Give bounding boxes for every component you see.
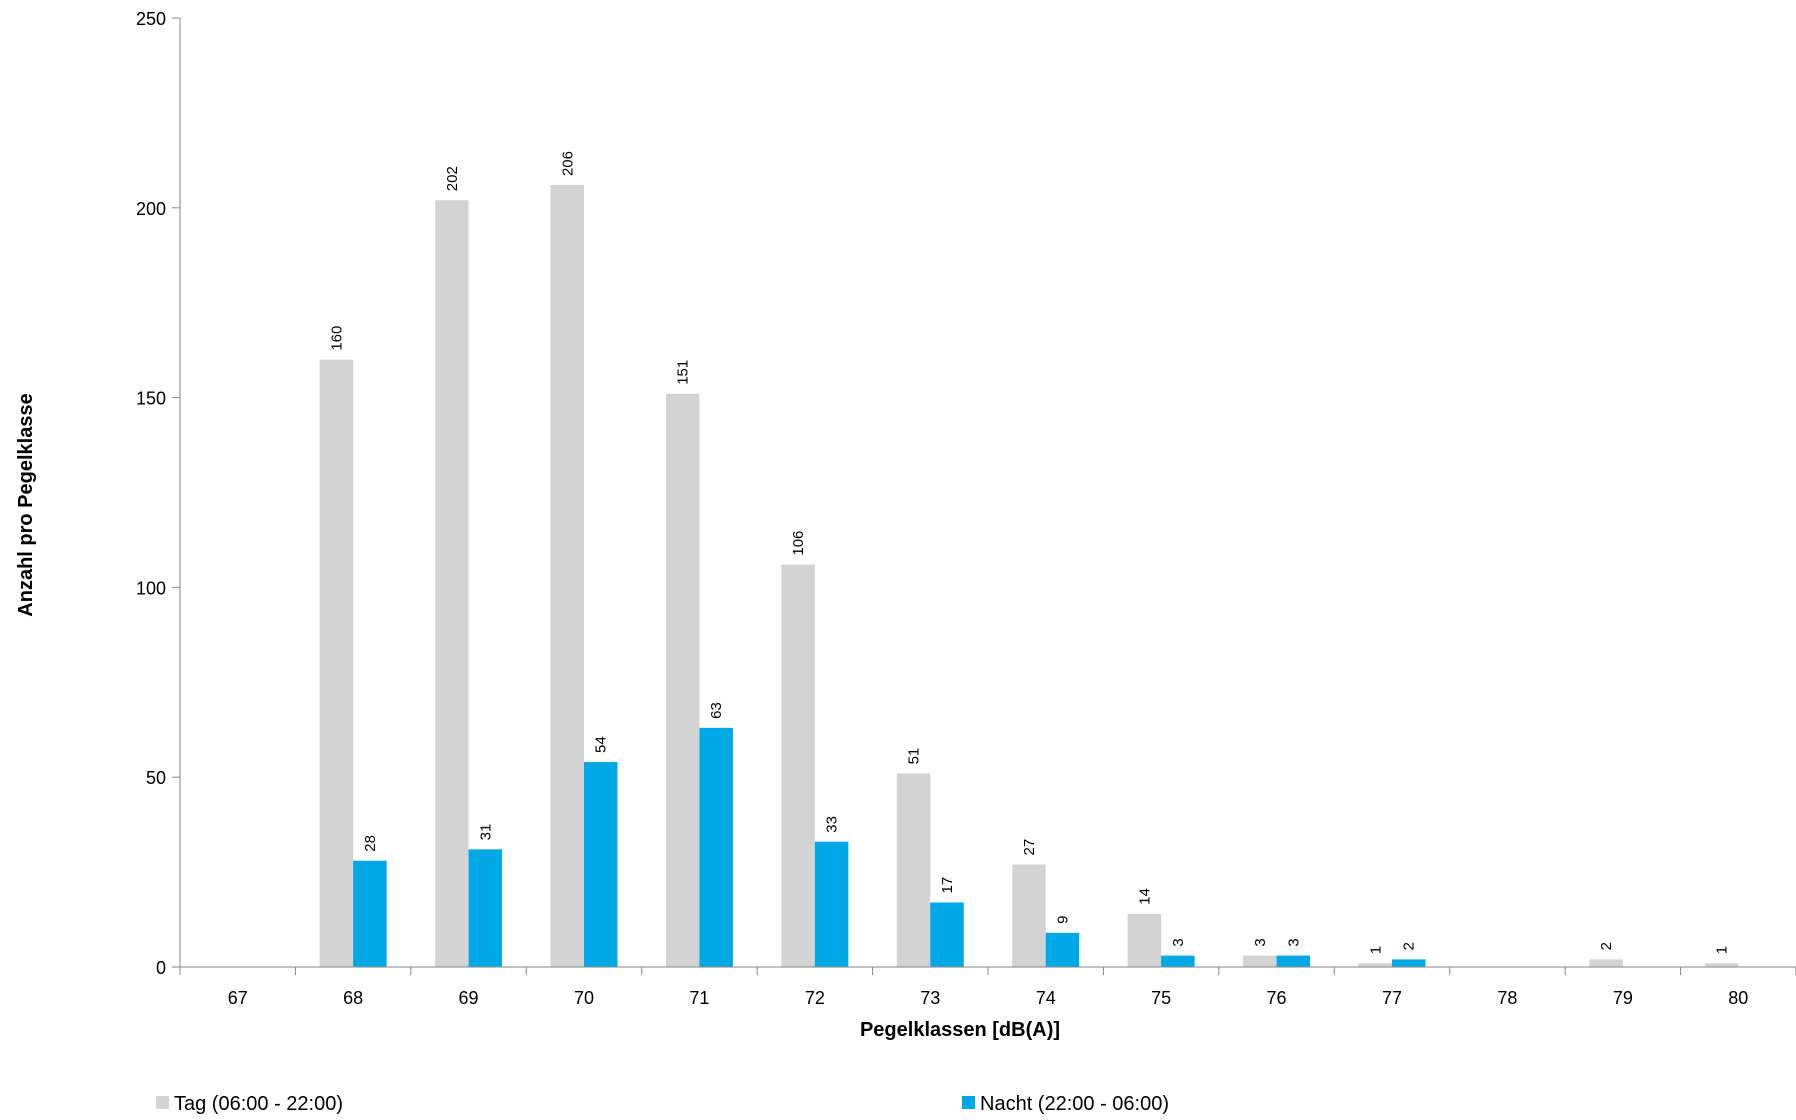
bar: [1392, 959, 1426, 967]
data-label: 3: [1285, 938, 1302, 946]
data-label: 2: [1598, 942, 1615, 950]
data-label: 28: [362, 835, 379, 852]
bar: [468, 849, 503, 967]
bar: [896, 773, 931, 967]
y-tick-label: 0: [156, 958, 166, 978]
x-tick-label: 79: [1613, 988, 1633, 1008]
y-tick-label: 250: [136, 9, 166, 29]
bar: [1243, 955, 1277, 967]
legend-label-tag: Tag (06:00 - 22:00): [174, 1093, 343, 1115]
data-label: 9: [1054, 915, 1071, 923]
bar: [814, 841, 849, 967]
bar: [1161, 955, 1195, 967]
data-label: 17: [939, 877, 956, 894]
x-tick-label: 68: [343, 988, 363, 1008]
bar: [1276, 955, 1311, 967]
x-axis-title: Pegelklassen [dB(A)]: [860, 1019, 1060, 1041]
x-tick-label: 67: [228, 988, 248, 1008]
x-tick-label: 78: [1497, 988, 1517, 1008]
y-axis: 0 50 100 150 200 250: [136, 9, 180, 978]
x-axis: 67 68 69 70 71 72 73 74 75 76 77 78 79 80: [179, 967, 1796, 1008]
data-label: 160: [328, 326, 345, 351]
data-label: 54: [593, 736, 610, 753]
y-axis-title: Anzahl pro Pegelklasse: [15, 393, 37, 616]
bar: [1045, 932, 1080, 967]
bars: [319, 185, 1739, 968]
bar: [1012, 864, 1046, 967]
bar: [435, 200, 469, 967]
data-label: 1: [1714, 946, 1731, 954]
x-tick-label: 72: [805, 988, 825, 1008]
data-label: 151: [675, 360, 692, 385]
x-tick-label: 70: [574, 988, 594, 1008]
data-label: 51: [906, 748, 923, 765]
x-tick-label: 69: [459, 988, 479, 1008]
bar: [550, 185, 584, 968]
bar: [699, 727, 733, 967]
x-tick-label: 75: [1151, 988, 1171, 1008]
x-tick-label: 74: [1036, 988, 1056, 1008]
y-tick-label: 200: [136, 199, 166, 219]
bar: [353, 860, 387, 967]
data-label: 31: [477, 824, 494, 841]
x-tick-label: 71: [689, 988, 709, 1008]
x-tick-label: 80: [1728, 988, 1748, 1008]
legend: Tag (06:00 - 22:00) Nacht (22:00 - 06:00…: [156, 1093, 1169, 1115]
bar: [584, 762, 618, 967]
bar: [1127, 913, 1162, 967]
bar: [781, 564, 815, 967]
legend-label-nacht: Nacht (22:00 - 06:00): [980, 1093, 1169, 1115]
x-tick-label: 77: [1382, 988, 1402, 1008]
bar: [1704, 963, 1739, 967]
bar: [1589, 959, 1623, 967]
data-label: 14: [1136, 888, 1153, 905]
data-label: 206: [559, 151, 576, 176]
x-tick-label: 76: [1267, 988, 1287, 1008]
data-label: 63: [708, 702, 725, 719]
bar: [1358, 963, 1392, 967]
data-label: 1: [1367, 946, 1384, 954]
data-label: 3: [1170, 938, 1187, 946]
bar: [930, 902, 964, 967]
data-label: 33: [824, 816, 841, 833]
bar: [319, 359, 354, 967]
data-label: 2: [1401, 942, 1418, 950]
y-tick-label: 100: [136, 578, 166, 598]
legend-swatch-nacht: [962, 1096, 975, 1109]
legend-swatch-tag: [156, 1096, 169, 1109]
x-tick-label: 73: [920, 988, 940, 1008]
y-tick-label: 150: [136, 389, 166, 409]
y-tick-label: 50: [146, 768, 166, 788]
bar: [665, 393, 700, 968]
data-label: 106: [790, 531, 807, 556]
data-label: 27: [1021, 839, 1038, 856]
data-label: 202: [444, 166, 461, 191]
data-label: 3: [1252, 938, 1269, 946]
